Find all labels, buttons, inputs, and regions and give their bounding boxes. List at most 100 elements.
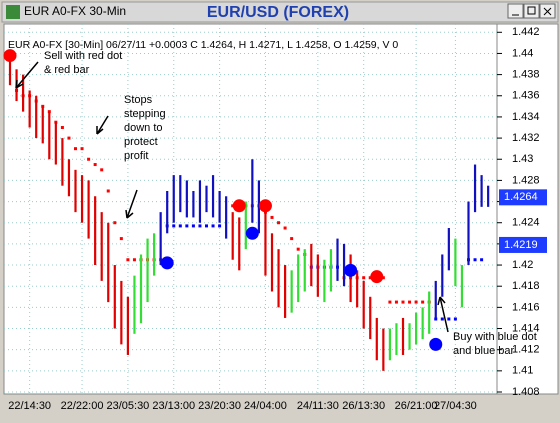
annotation: Buy with blue dot bbox=[453, 331, 537, 343]
chart-title: EUR/USD (FOREX) bbox=[207, 4, 349, 21]
stop-dot bbox=[132, 258, 136, 262]
stop-dot bbox=[126, 258, 130, 262]
y-tick-label: 1.436 bbox=[512, 90, 540, 102]
x-tick-label: 23/05:30 bbox=[106, 400, 149, 412]
title-bar bbox=[1, 1, 559, 23]
stop-dot bbox=[218, 224, 222, 228]
stop-dot bbox=[74, 147, 77, 151]
stop-dot bbox=[434, 317, 438, 321]
annotation: down to bbox=[124, 122, 163, 134]
x-tick-label: 27/04:30 bbox=[434, 400, 477, 412]
stop-dot bbox=[388, 300, 392, 304]
annotation: protect bbox=[124, 136, 158, 148]
stop-dot bbox=[296, 247, 300, 251]
stop-dot bbox=[270, 215, 274, 219]
y-tick-label: 1.416 bbox=[512, 301, 540, 313]
annotation: Sell with red dot bbox=[44, 50, 122, 62]
x-tick-label: 26/13:30 bbox=[342, 400, 385, 412]
stop-dot bbox=[440, 317, 444, 321]
window-buttons[interactable] bbox=[507, 3, 556, 19]
stop-dot bbox=[178, 224, 182, 228]
stop-dot bbox=[205, 224, 208, 228]
signal-dot bbox=[429, 337, 443, 351]
annotation: Stops bbox=[124, 94, 153, 106]
y-tick-label: 1.412 bbox=[512, 344, 540, 356]
y-tick-label: 1.418 bbox=[512, 280, 540, 292]
stop-dot bbox=[106, 189, 110, 193]
stop-dot bbox=[414, 300, 418, 304]
price-marker bbox=[499, 189, 547, 206]
y-axis-panel bbox=[496, 23, 559, 395]
stop-dot bbox=[198, 224, 202, 228]
stop-dot bbox=[60, 126, 64, 130]
stop-dot bbox=[408, 300, 412, 304]
x-tick-label: 22/14:30 bbox=[8, 400, 51, 412]
stop-dot bbox=[119, 237, 123, 241]
stop-dot bbox=[277, 221, 281, 225]
marks bbox=[3, 49, 490, 371]
y-tick-label: 1.408 bbox=[512, 386, 540, 398]
signal-dot bbox=[232, 199, 246, 213]
stop-dot bbox=[231, 204, 235, 208]
stop-dot bbox=[185, 224, 189, 228]
y-tick-label: 1.442 bbox=[512, 26, 540, 38]
annotation: stepping bbox=[124, 108, 166, 120]
price-marker-label: 1.4219 bbox=[504, 239, 538, 251]
minimize-button[interactable] bbox=[507, 3, 524, 19]
x-tick-label: 24/11:30 bbox=[297, 400, 339, 412]
price-marker-label: 1.4264 bbox=[504, 191, 538, 203]
y-tick-label: 1.438 bbox=[512, 69, 540, 81]
stop-dot bbox=[211, 224, 215, 228]
x-tick-label: 24/04:00 bbox=[244, 400, 287, 412]
y-tick-label: 1.434 bbox=[512, 111, 540, 123]
window-title: EUR A0-FX 30-Min bbox=[24, 4, 126, 18]
x-tick-label: 22/22:00 bbox=[61, 400, 104, 412]
stop-dot bbox=[421, 300, 425, 304]
stop-dot bbox=[93, 163, 97, 167]
stop-dot bbox=[80, 147, 84, 151]
maximize-button[interactable] bbox=[523, 3, 540, 19]
x-tick-label: 26/21:00 bbox=[395, 400, 438, 412]
stop-dot bbox=[283, 226, 287, 230]
y-tick-label: 1.43 bbox=[512, 153, 533, 165]
signal-dot bbox=[3, 49, 17, 63]
y-tick-label: 1.41 bbox=[512, 365, 533, 377]
stop-dot bbox=[401, 300, 405, 304]
x-tick-label: 23/20:30 bbox=[198, 400, 241, 412]
stop-dot bbox=[394, 300, 398, 304]
y-tick-label: 1.44 bbox=[512, 47, 533, 59]
signal-dot bbox=[370, 270, 384, 284]
stop-dot bbox=[172, 224, 176, 228]
stop-dot bbox=[191, 224, 195, 228]
stop-dot bbox=[368, 276, 372, 280]
stop-dot bbox=[113, 221, 117, 225]
x-tick-label: 23/13:00 bbox=[152, 400, 195, 412]
y-tick-label: 1.414 bbox=[512, 322, 540, 334]
stop-dot bbox=[290, 237, 294, 241]
signal-dot bbox=[344, 263, 358, 277]
signal-dot bbox=[245, 226, 259, 240]
info-line: EUR A0-FX [30-Min] 06/27/11 +0.0003 C 1.… bbox=[8, 39, 398, 51]
app-icon bbox=[6, 5, 20, 19]
signal-dot bbox=[258, 199, 272, 213]
y-tick-label: 1.432 bbox=[512, 132, 540, 144]
stop-dot bbox=[447, 317, 451, 321]
stop-dot bbox=[67, 136, 71, 140]
signal-dot bbox=[160, 256, 174, 270]
annotation: profit bbox=[124, 150, 148, 162]
price-marker bbox=[499, 236, 547, 253]
stop-dot bbox=[453, 317, 457, 321]
stop-dot bbox=[480, 258, 484, 262]
stop-dot bbox=[473, 258, 477, 262]
y-tick-label: 1.42 bbox=[512, 259, 533, 271]
annotation: & red bar bbox=[44, 64, 90, 76]
stop-dot bbox=[87, 157, 91, 161]
y-tick-label: 1.424 bbox=[512, 217, 540, 229]
annotation: and blue bar bbox=[453, 345, 514, 357]
stop-dot bbox=[100, 168, 104, 172]
stop-dot bbox=[381, 276, 385, 280]
arrows bbox=[15, 61, 449, 333]
stop-dot bbox=[362, 276, 366, 280]
y-tick-label: 1.428 bbox=[512, 174, 540, 186]
